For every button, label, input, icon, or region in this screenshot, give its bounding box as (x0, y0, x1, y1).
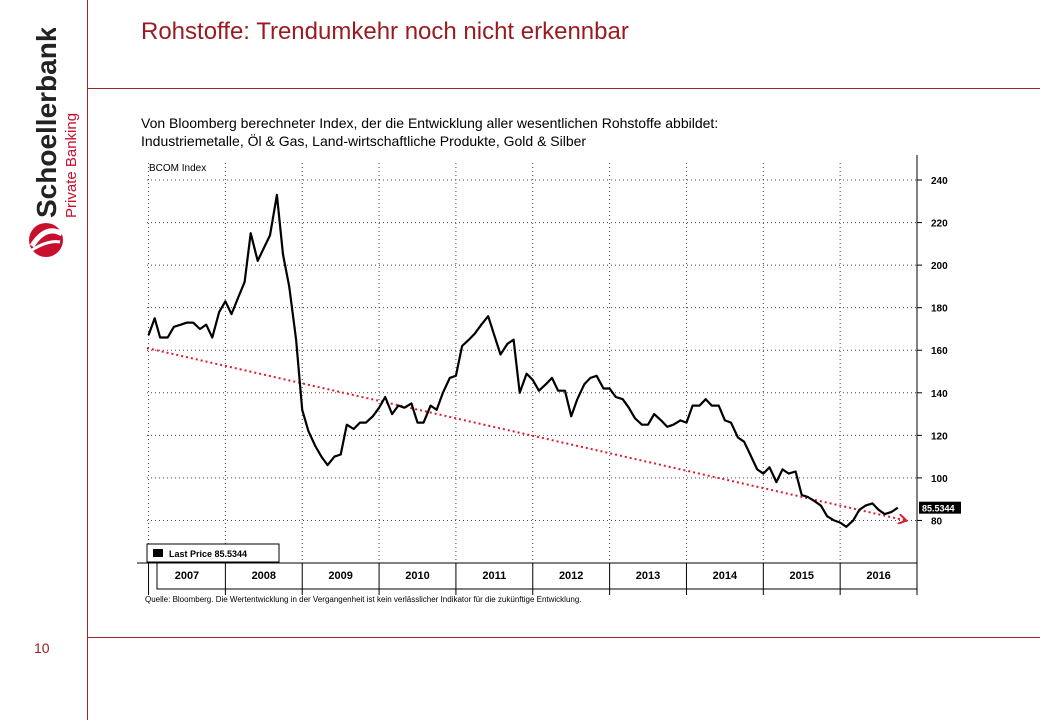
plot-area (137, 155, 923, 583)
x-tick-label: 2014 (713, 570, 738, 582)
vertical-rule (87, 0, 88, 720)
logo-wordmark: Schoellerbank (31, 28, 62, 218)
schoellerbank-logo: Schoellerbank Private Banking (29, 28, 80, 257)
y-tick-label: 160 (931, 346, 948, 357)
series-line (147, 193, 899, 528)
x-tick-label: 2007 (175, 570, 199, 582)
y-tick-label: 80 (931, 516, 943, 527)
x-tick-label: 2012 (559, 570, 583, 582)
slide-subtitle: Von Bloomberg berechneter Index, der die… (141, 114, 841, 150)
y-tick-label: 220 (931, 219, 948, 230)
legend-swatch (153, 549, 163, 557)
logo-mark-icon (29, 223, 64, 257)
x-tick-label: 2008 (252, 570, 276, 582)
x-tick-label: 2011 (482, 570, 506, 582)
y-tick-label: 180 (931, 304, 948, 315)
slide-title: Rohstoffe: Trendumkehr noch nicht erkenn… (141, 18, 629, 45)
x-tick-label: 2015 (789, 570, 813, 582)
page-number: 10 (34, 640, 50, 656)
y-tick-label: 100 (931, 474, 948, 485)
chart-legend: Last Price 85.5344 (146, 543, 280, 563)
x-year-band (156, 562, 918, 590)
x-tick-label: 2010 (405, 570, 429, 582)
subtitle-line-1: Von Bloomberg berechneter Index, der die… (141, 115, 719, 131)
logo-subtext: Private Banking (63, 113, 80, 218)
subtitle-line-2: Industriemetalle, Öl & Gas, Land-wirtsch… (141, 133, 587, 149)
bcom-index-chart: 80 100 120 140 160 180 200 220 240 2007 2008 2009 20… (137, 155, 961, 595)
legend-label: Last Price 85.5344 (169, 549, 247, 559)
header-rule (87, 88, 1040, 89)
y-tick-label: 140 (931, 389, 948, 400)
x-tick-label: 2009 (328, 570, 352, 582)
last-value-label: 85.5344 (922, 504, 955, 514)
last-value-box (919, 501, 961, 514)
legend-box (146, 543, 280, 563)
x-tick-label: 2013 (636, 570, 660, 582)
y-tick-label: 200 (931, 261, 948, 272)
source-note: Quelle: Bloomberg. Die Wertentwicklung i… (145, 595, 582, 604)
y-tick-label: 120 (931, 431, 948, 442)
footer-rule (87, 637, 1040, 638)
x-tick-label: 2016 (866, 570, 890, 582)
chart-title: BCOM Index (149, 163, 206, 174)
y-tick-label: 240 (931, 176, 948, 187)
